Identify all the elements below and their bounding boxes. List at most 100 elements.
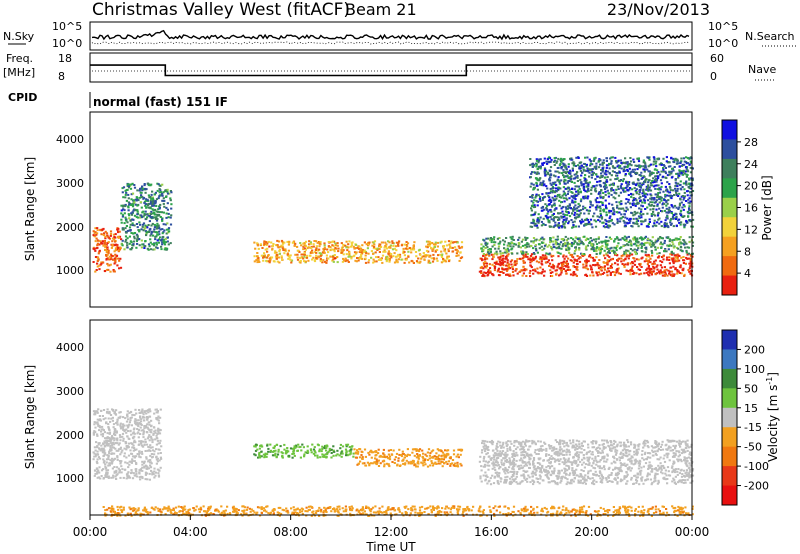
power-cell: [660, 237, 663, 240]
power-cell: [151, 196, 154, 199]
power-cell: [664, 195, 667, 198]
power-cell: [685, 251, 688, 254]
power-cell: [163, 205, 166, 208]
power-cell: [532, 220, 535, 223]
power-cell: [626, 181, 630, 184]
power-cell: [144, 224, 147, 227]
power-cell: [484, 256, 487, 259]
power-cell: [486, 251, 490, 254]
power-cell: [604, 241, 607, 244]
power-cell: [104, 237, 107, 240]
power-cell: [663, 250, 666, 253]
power-cell: [673, 159, 676, 162]
power-cell: [165, 216, 168, 219]
power-cell: [560, 196, 563, 199]
power-cell: [143, 212, 146, 215]
power-cell: [649, 193, 652, 196]
power-cell: [542, 217, 545, 220]
power-cell: [484, 247, 487, 249]
power-cell: [590, 186, 593, 189]
power-cell: [641, 256, 644, 259]
velocity-cell: [115, 474, 118, 477]
power-cell: [145, 188, 148, 191]
power-cell: [554, 175, 557, 178]
velocity-cell: [141, 463, 144, 466]
power-cell: [552, 160, 555, 163]
power-cell: [103, 270, 106, 272]
power-cell: [670, 156, 673, 159]
power-cell: [622, 264, 626, 267]
velocity-cell: [125, 428, 128, 431]
power-cell: [649, 208, 652, 211]
power-cell: [682, 198, 685, 201]
power-cell: [308, 240, 311, 243]
power-cell: [575, 156, 578, 159]
velocity-cell: [96, 458, 99, 461]
power-cell: [521, 244, 525, 247]
velocity-cell: [303, 453, 306, 456]
power-cell: [573, 173, 576, 176]
velocity-cell: [119, 461, 122, 464]
power-cell: [638, 269, 642, 271]
power-cell: [580, 184, 583, 187]
power-cell: [331, 240, 334, 243]
power-cell: [640, 204, 643, 207]
power-cell: [262, 254, 265, 257]
power-cell: [153, 223, 156, 226]
power-cell: [566, 193, 569, 195]
power-cell: [594, 156, 597, 159]
power-cell: [101, 261, 104, 264]
velocity-cell: [119, 462, 122, 465]
power-cell: [651, 236, 654, 239]
power-cell: [574, 211, 577, 214]
power-cell: [157, 241, 161, 244]
power-cell: [552, 243, 555, 246]
power-cell: [678, 165, 681, 168]
power-cell: [98, 243, 101, 246]
power-cell: [603, 249, 606, 252]
power-cell: [552, 267, 555, 270]
power-cell: [647, 267, 650, 270]
power-cell: [521, 257, 524, 260]
power-cell: [153, 243, 156, 245]
power-cell: [690, 269, 693, 272]
noise-search-series: [91, 41, 690, 45]
power-cell: [673, 214, 676, 217]
velocity-cell: [156, 410, 159, 412]
power-cell: [573, 252, 576, 255]
power-cell: [552, 174, 556, 177]
velocity-cell: [134, 422, 137, 425]
power-cell: [673, 273, 676, 276]
power-cell: [103, 232, 106, 235]
power-cell: [496, 252, 499, 255]
power-cell: [161, 199, 164, 202]
power-cell: [319, 252, 322, 255]
power-cell: [137, 238, 140, 241]
power-cell: [593, 157, 596, 160]
power-cell: [593, 250, 596, 252]
power-cell: [133, 237, 136, 240]
power-cell: [627, 164, 630, 167]
power-cell: [664, 167, 667, 169]
velocity-cell: [147, 467, 151, 470]
power-cell: [319, 257, 322, 260]
power-cell: [360, 250, 363, 253]
velocity-cell: [139, 456, 142, 459]
power-cell: [664, 219, 667, 222]
power-cell: [518, 236, 521, 239]
velocity-cell: [324, 444, 327, 447]
power-cell: [546, 162, 549, 165]
power-cell: [565, 206, 568, 209]
power-cell: [124, 205, 127, 208]
power-cell: [576, 255, 579, 257]
power-cell: [142, 196, 146, 199]
velocity-cell: [114, 447, 117, 450]
power-cell: [678, 206, 681, 209]
power-cell: [617, 171, 620, 174]
velocity-cell: [100, 444, 103, 447]
power-cell: [138, 244, 141, 247]
power-cell: [682, 256, 685, 258]
power-cell: [564, 242, 567, 245]
power-cell: [493, 241, 496, 244]
velocity-cell: [259, 444, 262, 447]
